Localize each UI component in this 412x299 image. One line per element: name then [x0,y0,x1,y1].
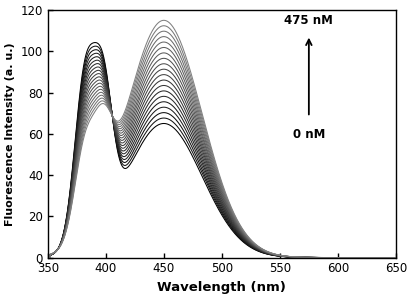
Text: 0 nM: 0 nM [293,128,325,141]
Text: 475 nM: 475 nM [284,13,333,27]
Y-axis label: Fluorescence Intensity (a. u.): Fluorescence Intensity (a. u.) [5,42,15,226]
X-axis label: Wavelength (nm): Wavelength (nm) [157,281,286,294]
